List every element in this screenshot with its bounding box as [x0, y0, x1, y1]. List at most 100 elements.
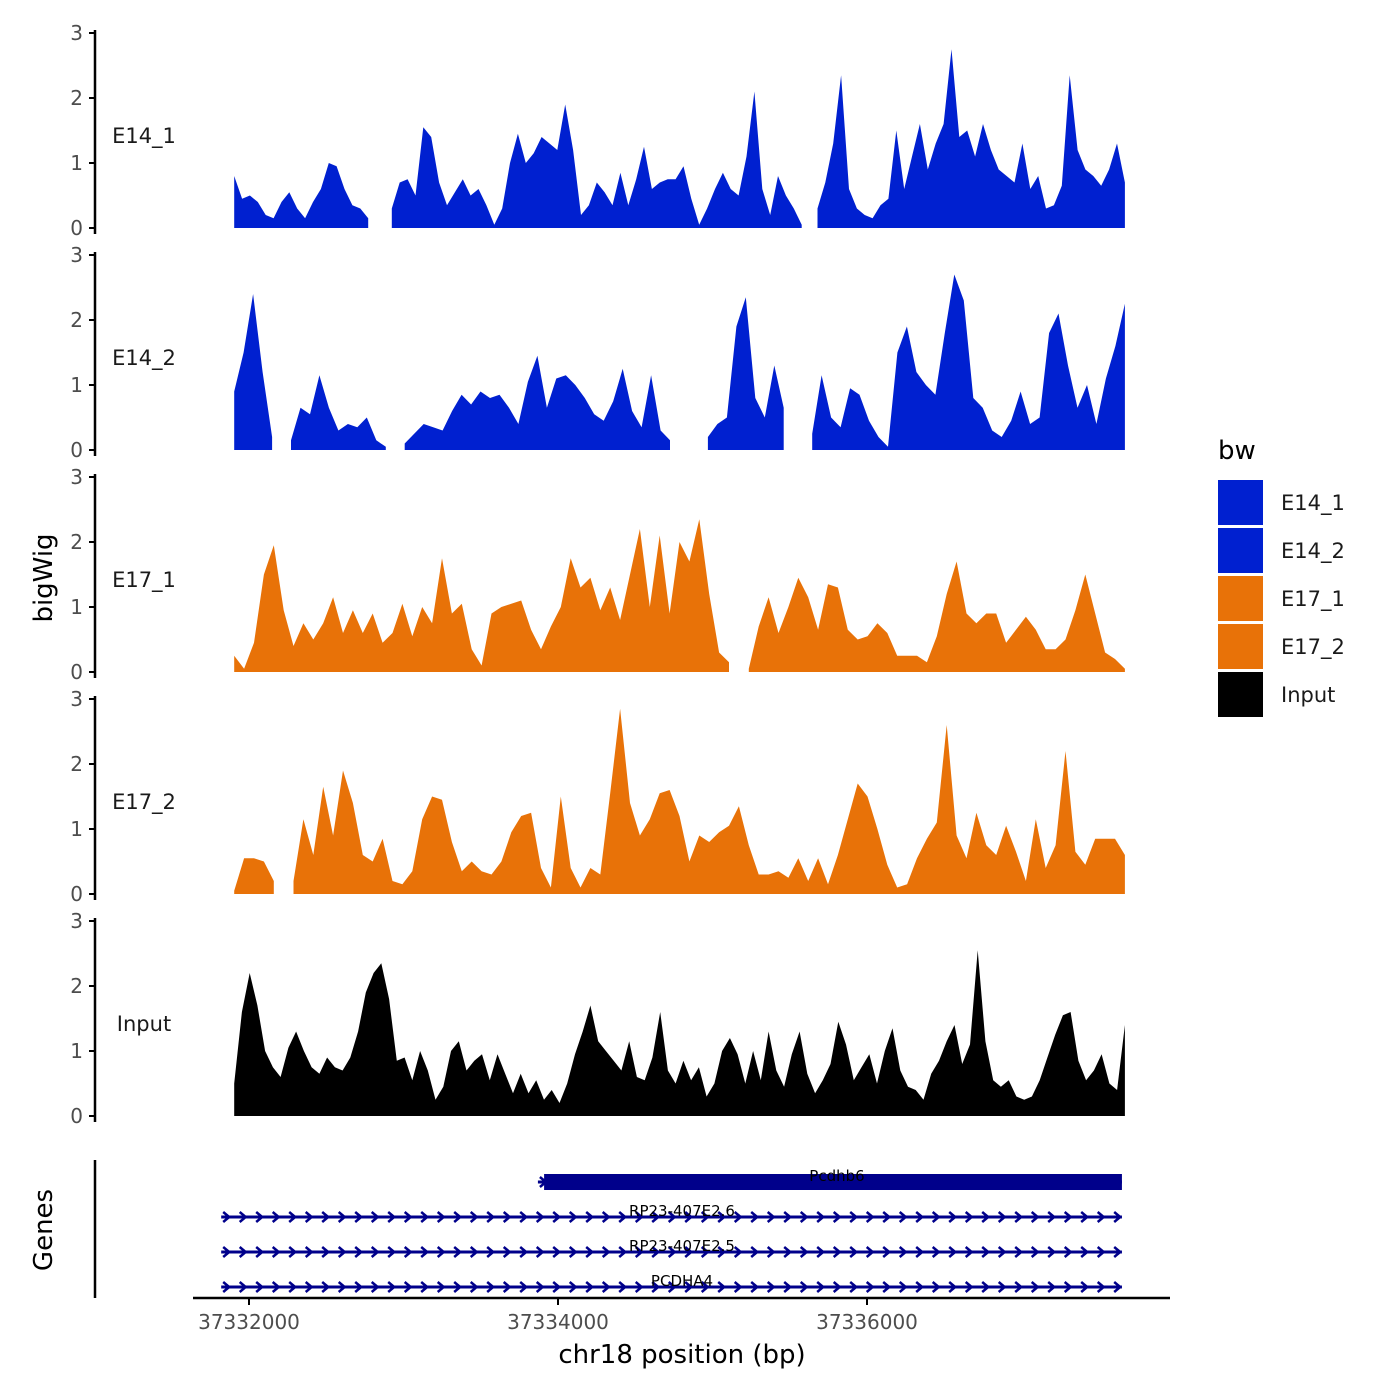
strand-arrow-icon [486, 1211, 496, 1223]
strand-arrow-icon [469, 1281, 479, 1293]
strand-arrow-icon [321, 1281, 331, 1293]
strand-arrow-icon [799, 1246, 809, 1258]
strand-arrow-icon [572, 1176, 581, 1188]
genes-axis-title: Genes [29, 1189, 59, 1271]
strand-arrow-icon [618, 1246, 628, 1258]
strand-arrow-icon [238, 1246, 248, 1258]
strand-arrow-icon [898, 1281, 908, 1293]
strand-arrow-icon [568, 1281, 578, 1293]
strand-arrow-icon [271, 1211, 281, 1223]
strand-arrow-icon [271, 1246, 281, 1258]
strand-arrow-icon [783, 1211, 793, 1223]
panel-label: Input [117, 1012, 171, 1036]
strand-arrow-icon [981, 1211, 991, 1223]
strand-arrow-icon [885, 1176, 895, 1188]
y-tick-label: 2 [70, 752, 83, 776]
strand-arrow-icon [700, 1246, 710, 1258]
strand-arrow-icon [621, 1176, 631, 1188]
y-tick-label: 0 [70, 438, 83, 462]
strand-arrow-icon [436, 1246, 446, 1258]
strand-arrow-icon [436, 1211, 446, 1223]
area-E14_2 [234, 274, 1125, 450]
strand-arrow-icon [704, 1176, 713, 1188]
strand-arrow-icon [753, 1176, 763, 1188]
strand-arrow-icon [288, 1281, 298, 1293]
y-tick-label: 3 [70, 909, 83, 933]
strand-arrow-icon [750, 1211, 760, 1223]
strand-arrow-icon [816, 1281, 826, 1293]
strand-arrow-icon [403, 1246, 413, 1258]
y-axis-title: bigWig [29, 533, 59, 622]
strand-arrow-icon [931, 1211, 941, 1223]
strand-arrow-icon [1001, 1176, 1010, 1188]
strand-arrow-icon [948, 1281, 958, 1293]
strand-arrow-icon [733, 1281, 743, 1293]
strand-arrow-icon [849, 1246, 859, 1258]
gene-label: RP23-407E2.6 [629, 1202, 735, 1220]
y-tick-label: 3 [70, 687, 83, 711]
strand-arrow-icon [803, 1176, 812, 1188]
legend-swatch [1218, 480, 1263, 525]
strand-arrow-icon [865, 1246, 875, 1258]
strand-arrow-icon [882, 1281, 892, 1293]
strand-arrow-icon [869, 1176, 878, 1188]
strand-arrow-icon [568, 1211, 578, 1223]
strand-arrow-icon [915, 1211, 925, 1223]
legend-item-E17_1: E17_1 [1218, 576, 1345, 621]
strand-arrow-icon [222, 1246, 232, 1258]
gene-RP23-407E2.5: RP23-407E2.5 [221, 1237, 1123, 1258]
legend-label: E17_1 [1281, 587, 1345, 612]
panel-label: E14_2 [112, 346, 176, 371]
legend-item-E17_2: E17_2 [1218, 624, 1345, 669]
strand-arrow-icon [1014, 1211, 1024, 1223]
strand-arrow-icon [819, 1176, 829, 1188]
strand-arrow-icon [238, 1281, 248, 1293]
strand-arrow-icon [1063, 1281, 1073, 1293]
strand-arrow-icon [799, 1281, 809, 1293]
strand-arrow-icon [684, 1281, 694, 1293]
strand-arrow-icon [387, 1281, 397, 1293]
strand-arrow-icon [539, 1176, 548, 1188]
strand-arrow-icon [288, 1211, 298, 1223]
strand-arrow-icon [1047, 1246, 1057, 1258]
strand-arrow-icon [370, 1281, 380, 1293]
y-tick-label: 3 [70, 465, 83, 489]
strand-arrow-icon [486, 1281, 496, 1293]
strand-arrow-icon [750, 1246, 760, 1258]
strand-arrow-icon [354, 1281, 364, 1293]
gene-Pcdhb6: Pcdhb6 [537, 1167, 1122, 1190]
strand-arrow-icon [882, 1211, 892, 1223]
y-tick-label: 2 [70, 308, 83, 332]
strand-arrow-icon [667, 1246, 677, 1258]
strand-arrow-icon [601, 1281, 611, 1293]
strand-arrow-icon [915, 1281, 925, 1293]
legend-item-E14_2: E14_2 [1218, 528, 1345, 573]
strand-arrow-icon [654, 1176, 664, 1188]
strand-arrow-icon [618, 1281, 628, 1293]
strand-arrow-icon [1030, 1281, 1040, 1293]
strand-arrow-icon [770, 1176, 779, 1188]
strand-arrow-icon [651, 1281, 661, 1293]
y-tick-label: 1 [70, 817, 83, 841]
legend-swatch [1218, 624, 1263, 669]
panel-label: E14_1 [112, 124, 176, 149]
strand-arrow-icon [951, 1176, 961, 1188]
y-tick-label: 2 [70, 86, 83, 110]
y-tick-label: 3 [70, 243, 83, 267]
legend-label: E17_2 [1281, 635, 1345, 660]
strand-arrow-icon [832, 1281, 842, 1293]
strand-arrow-icon [882, 1246, 892, 1258]
panel-E14_1: 0 1 2 3 E14_1 [70, 21, 1125, 240]
legend-label: E14_1 [1281, 491, 1345, 516]
strand-arrow-icon [271, 1281, 281, 1293]
strand-arrow-icon [1080, 1281, 1090, 1293]
strand-arrow-icon [634, 1246, 644, 1258]
strand-arrow-icon [733, 1246, 743, 1258]
gene-PCDHA4: PCDHA4 [221, 1272, 1123, 1293]
strand-arrow-icon [555, 1176, 565, 1188]
area-E14_1 [234, 49, 1125, 228]
y-tick-label: 0 [70, 1104, 83, 1128]
strand-arrow-icon [687, 1176, 697, 1188]
strand-arrow-icon [816, 1211, 826, 1223]
strand-arrow-icon [337, 1281, 347, 1293]
